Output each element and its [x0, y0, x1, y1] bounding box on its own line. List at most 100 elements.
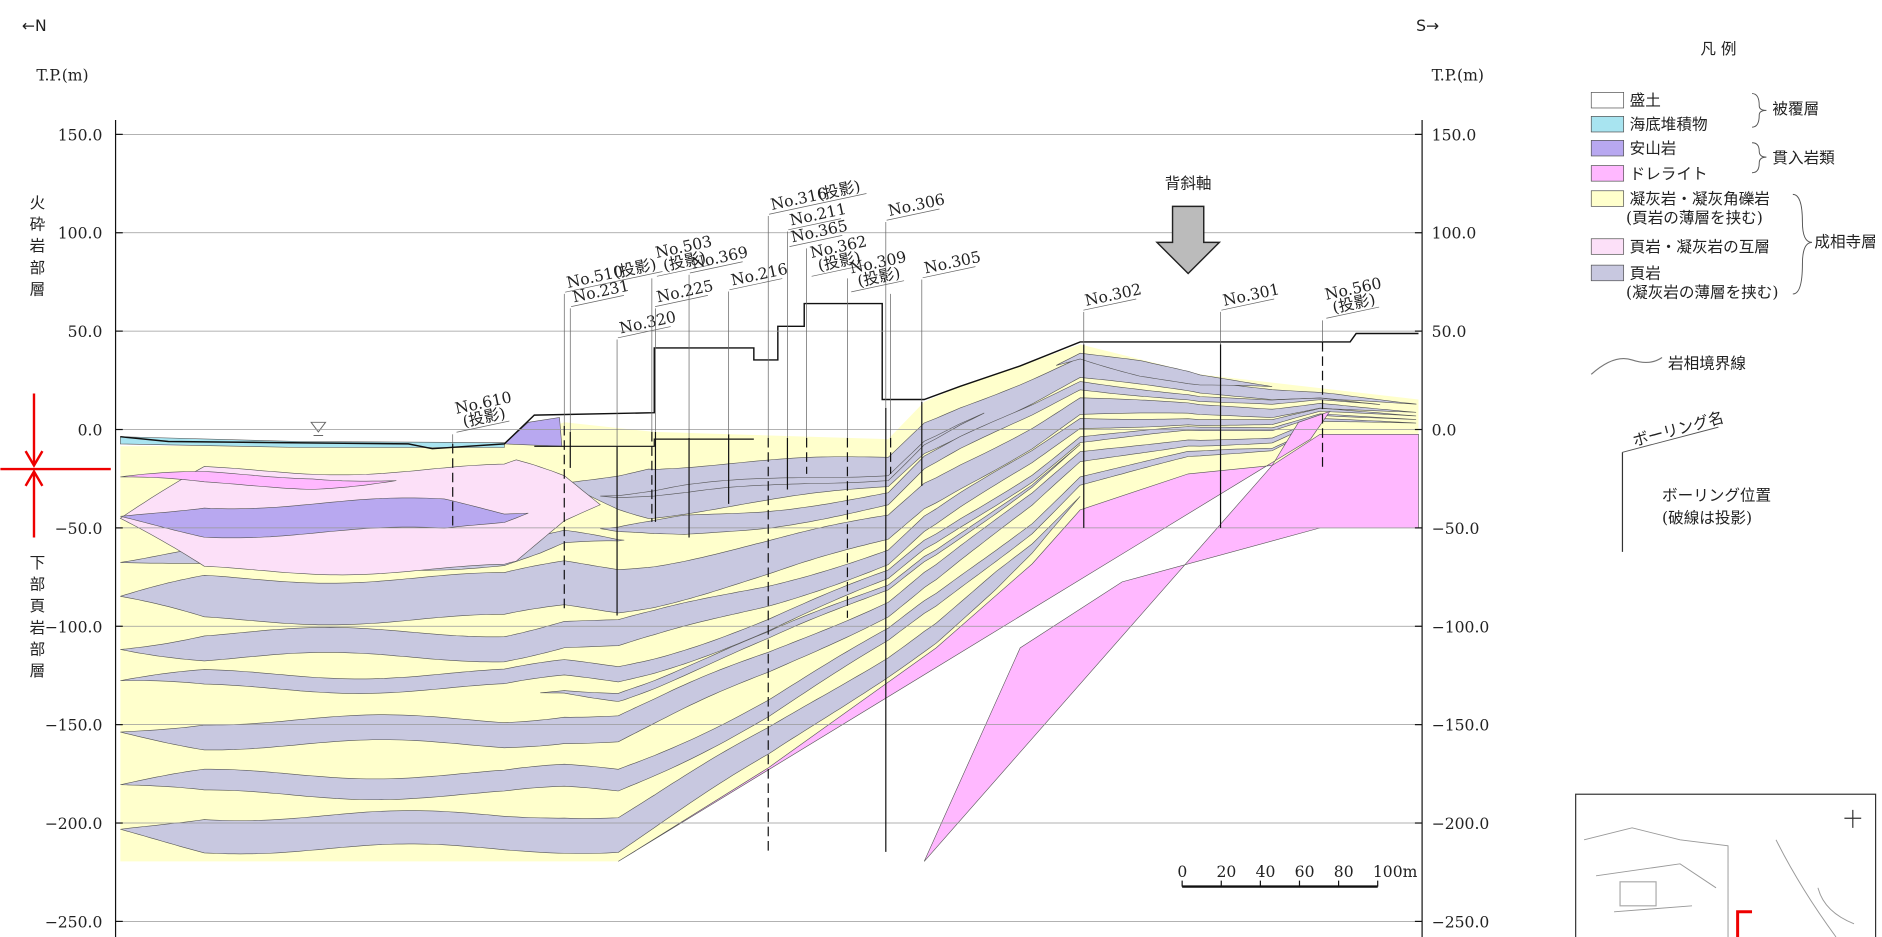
ground-surface: [120, 302, 1419, 450]
geology: [115, 134, 1423, 922]
borehole-underline: [789, 235, 843, 247]
y-tick-label: 50.0: [1432, 323, 1467, 341]
borehole-name: No.302: [1083, 280, 1143, 310]
seafloor-sediment: [120, 436, 505, 448]
inset-building: [1619, 881, 1657, 907]
legend-label: 海底堆積物: [1630, 116, 1708, 134]
borehole-name: No.216: [729, 260, 789, 290]
borehole-underline: [768, 193, 867, 215]
fill-base: [534, 438, 754, 447]
borehole-underline: [617, 326, 671, 339]
borehole-underline: [922, 266, 976, 279]
south-label: S→: [1416, 17, 1439, 35]
shale-layer: [120, 418, 1417, 751]
y-tick-label: −200.0: [1432, 815, 1490, 833]
borehole-underline: [851, 280, 905, 293]
legend-group: 貫入岩類: [1772, 149, 1835, 167]
unit-right: T.P.(m): [1432, 66, 1484, 84]
shale-layer: [540, 444, 1081, 702]
legend-boundary: 岩相境界線: [1668, 353, 1746, 372]
legend-title: 凡 例: [1700, 40, 1736, 58]
y-tick-label: 50.0: [68, 323, 103, 341]
y-tick-label: 0.0: [78, 422, 103, 440]
shale-layer: [120, 408, 1417, 663]
borehole-name: No.305: [922, 248, 982, 278]
andesite-body: [503, 417, 563, 447]
scale-label: 60: [1295, 863, 1315, 881]
legend-boring-position: ボーリング位置: [1662, 486, 1771, 504]
inset-north: [1844, 809, 1862, 828]
borehole-underline: [571, 295, 624, 307]
overlay: 150.0 150.0 100.0 100.0 50.0 50.0 0.0 0.0 −50.0 −…: [0, 17, 1877, 937]
formation-lower: 下部頁岩部層: [27, 554, 45, 684]
y-tick-label: 100.0: [58, 225, 103, 243]
scale-label: 0: [1177, 863, 1187, 881]
legend-swatch: [1590, 140, 1625, 157]
legend-swatch: [1590, 190, 1625, 207]
shale-layer: [120, 496, 1081, 855]
borehole-name: No.320: [618, 308, 678, 338]
north-label: ←N: [22, 17, 47, 35]
legend-label: ドレライト: [1630, 165, 1708, 183]
inset-arrow: [1736, 910, 1753, 937]
borehole-underline: [1083, 298, 1137, 311]
y-tick-label: −200.0: [45, 815, 103, 833]
borehole-underline: [788, 218, 842, 231]
legend-group: 被覆層: [1772, 100, 1819, 118]
shale-layer: [120, 425, 1321, 801]
borehole-name: No.225: [655, 277, 715, 307]
legend-label: 頁岩: [1630, 264, 1661, 282]
y-tick-label: −50.0: [1432, 520, 1480, 538]
y-tick-label: −50.0: [55, 520, 103, 538]
borehole-label: No.301: [1221, 280, 1281, 311]
borehole-underline: [689, 261, 743, 274]
unit-left: T.P.(m): [36, 66, 88, 84]
borehole-underline: [456, 420, 510, 433]
borehole-underline: [886, 208, 940, 221]
inset-map: [1575, 793, 1877, 937]
legend-label: 盛土: [1630, 92, 1661, 110]
borehole-label: No.503(投影): [654, 232, 714, 277]
shale-layer: [120, 413, 1417, 694]
anticline-label: 背斜軸: [1165, 174, 1212, 192]
legend-boring-position: (破線は投影): [1662, 509, 1752, 527]
scale-label: 100m: [1373, 863, 1418, 881]
legend-label: (凝灰岩の薄層を挟む): [1626, 284, 1778, 302]
borehole-label: No.302: [1083, 280, 1143, 311]
borehole-label: No.225: [655, 277, 715, 307]
borehole-label: No.216: [729, 260, 789, 291]
borehole-label: No.610(投影): [453, 388, 513, 433]
legend-swatch: [1590, 238, 1625, 255]
y-tick-label: −150.0: [45, 717, 103, 735]
borehole-name: No.306: [887, 190, 947, 220]
scale-label: 20: [1216, 863, 1236, 881]
borehole-label: No.306: [886, 190, 947, 221]
legend-label: (頁岩の薄層を挟む): [1626, 209, 1763, 227]
shale-layer: [600, 381, 1381, 535]
inset-frame: [1575, 793, 1877, 937]
legend-group: 成相寺層: [1814, 233, 1876, 251]
y-tick-label: −100.0: [1432, 618, 1490, 636]
legend-label: 凝灰岩・凝灰角礫岩: [1630, 190, 1770, 208]
borehole-underline: [1221, 298, 1275, 311]
legend-label: 安山岩: [1630, 140, 1677, 158]
borehole-name: No.301: [1221, 280, 1281, 310]
boring-underline: [1622, 426, 1719, 453]
borehole-label: No.320: [617, 308, 678, 339]
borehole-underline: [811, 264, 865, 277]
y-tick-label: −250.0: [1432, 913, 1490, 931]
y-tick-label: −150.0: [1432, 717, 1490, 735]
borehole-underline: [1326, 306, 1380, 319]
y-tick-label: 100.0: [1432, 225, 1477, 243]
formation-upper: 火砕岩部層: [27, 194, 45, 302]
y-tick-label: −100.0: [45, 618, 103, 636]
anticline-arrow: [1155, 205, 1222, 275]
legend-swatch: [1590, 92, 1625, 109]
shale-layer: [1056, 352, 1273, 387]
scale-label: 40: [1256, 863, 1276, 881]
boundary-sample: [1590, 357, 1663, 375]
borehole-underline: [655, 295, 708, 307]
borehole-label: No.560(投影): [1323, 274, 1383, 319]
borehole-underline: [729, 278, 783, 291]
